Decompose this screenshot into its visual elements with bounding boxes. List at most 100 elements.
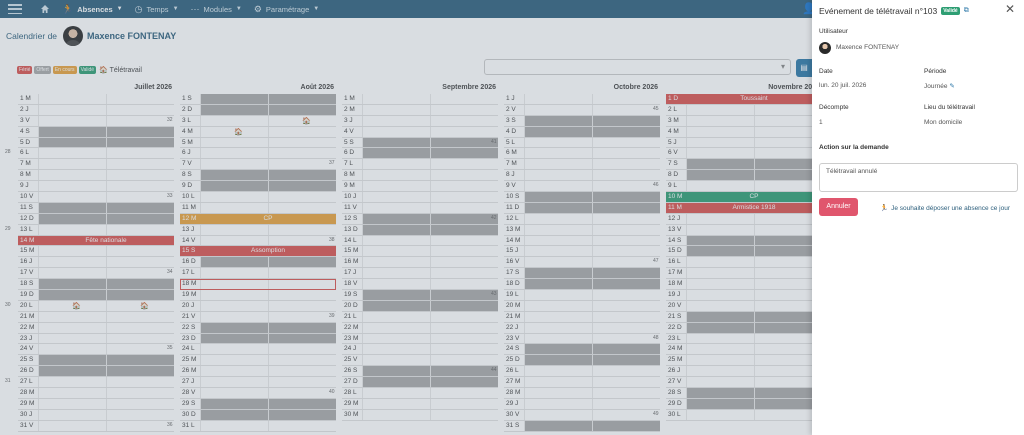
day-pm-cell[interactable] [754,388,822,398]
close-button[interactable]: ✕ [1005,2,1016,16]
day-am-cell[interactable] [686,398,754,409]
calendar-day[interactable]: 13 V [666,224,822,236]
external-link-icon[interactable]: ⧉ [963,7,969,14]
day-am-cell[interactable] [686,137,754,148]
nav-item-2[interactable]: ⋯ Modules ▼ [191,4,242,15]
day-am-cell[interactable] [38,137,106,148]
day-pm-cell[interactable] [268,420,336,431]
calendar-day[interactable]: 8 M [18,170,174,182]
calendar-day[interactable]: 31 L 36 [167,420,336,432]
day-am-cell[interactable] [200,377,268,388]
calendar-day[interactable]: 8 D [666,170,822,182]
day-am-cell[interactable] [362,268,430,279]
calendar-day[interactable]: 11 D [504,202,660,214]
day-pm-cell[interactable] [754,126,822,137]
calendar-event[interactable]: Assomption [200,246,336,257]
calendar-day[interactable]: 2 D [180,104,336,116]
calendar-day[interactable]: 8 S [180,170,336,182]
day-pm-cell[interactable] [754,311,822,322]
day-pm-cell[interactable] [430,257,498,268]
absence-link[interactable]: 🏃 Je souhaite déposer une absence ce jour [880,204,1010,212]
day-pm-cell[interactable] [754,377,822,388]
day-pm-cell[interactable] [268,115,336,126]
day-am-cell[interactable] [524,104,592,115]
calendar-day[interactable]: 8 M [342,170,498,182]
calendar-day[interactable]: 6 D [342,148,498,160]
day-am-cell[interactable] [686,409,754,420]
calendar-day[interactable]: 28 S [666,388,822,399]
day-pm-cell[interactable] [268,159,336,170]
day-pm-cell[interactable] [268,235,336,246]
calendar-day[interactable]: 17 S [504,268,660,280]
calendar-day[interactable]: 1 M [18,94,174,105]
day-am-cell[interactable] [686,366,754,377]
day-pm-cell[interactable] [106,290,174,300]
day-pm-cell[interactable] [754,257,822,268]
calendar-day[interactable]: 12 D [18,213,174,225]
calendar-day[interactable]: 26 L 44 [491,366,660,378]
day-pm-cell[interactable] [268,224,336,235]
day-am-cell[interactable] [362,94,430,104]
calendar-day[interactable]: 21 M [18,311,174,323]
day-pm-cell[interactable] [106,192,174,202]
day-pm-cell[interactable] [268,409,336,420]
day-pm-cell[interactable] [268,257,336,268]
day-am-cell[interactable] [200,148,268,159]
calendar-day[interactable]: 25 M [666,355,822,367]
day-pm-cell[interactable] [106,126,174,137]
day-am-cell[interactable] [362,181,430,192]
day-pm-cell[interactable] [268,202,336,213]
day-am-cell[interactable] [524,235,592,246]
day-pm-cell[interactable] [106,181,174,192]
day-am-cell[interactable] [362,409,430,420]
day-pm-cell[interactable] [430,224,498,235]
calendar-day[interactable]: 20 L 30 🏠 🏠 [5,300,174,312]
day-pm-cell[interactable] [754,409,822,420]
day-pm-cell[interactable] [754,333,822,344]
calendar-day[interactable]: 7 M [504,159,660,171]
day-am-cell[interactable] [362,279,430,290]
day-pm-cell[interactable] [106,279,174,290]
day-am-cell[interactable] [38,420,106,431]
calendar-day[interactable]: 26 M [180,366,336,378]
day-pm-cell[interactable] [754,159,822,170]
calendar-day[interactable]: 22 S [180,322,336,334]
day-am-cell[interactable] [200,333,268,344]
day-am-cell[interactable] [362,388,430,398]
calendar-day[interactable]: 27 M [504,377,660,389]
day-am-cell[interactable] [524,420,592,431]
day-am-cell[interactable] [200,115,268,126]
day-pm-cell[interactable] [268,311,336,322]
day-pm-cell[interactable] [268,126,336,137]
calendar-day[interactable]: 29 J [504,398,660,410]
calendar-day[interactable]: 14 M Fête nationale [18,235,174,247]
day-pm-cell[interactable] [754,224,822,235]
calendar-day[interactable]: 13 J [180,224,336,236]
day-am-cell[interactable] [524,126,592,137]
day-am-cell[interactable] [362,104,430,115]
calendar-day[interactable]: 9 J [18,181,174,193]
calendar-day[interactable]: 4 V [342,126,498,138]
calendar-day[interactable]: 23 M [342,333,498,345]
calendar-day[interactable]: 20 J [180,300,336,312]
day-pm-cell[interactable] [106,409,174,420]
pencil-icon[interactable]: ✎ [949,83,955,90]
day-pm-cell[interactable] [430,355,498,366]
calendar-day[interactable]: 18 M [180,279,336,291]
day-am-cell[interactable] [38,344,106,355]
calendar-day[interactable]: 24 M [666,344,822,356]
day-pm-cell[interactable] [754,398,822,409]
day-pm-cell[interactable] [592,115,660,126]
day-am-cell[interactable] [686,300,754,311]
day-am-cell[interactable] [38,355,106,366]
day-pm-cell[interactable] [430,137,498,148]
calendar-day[interactable]: 13 L 29 [5,224,174,236]
day-pm-cell[interactable] [592,94,660,104]
day-am-cell[interactable] [686,224,754,235]
day-am-cell[interactable] [524,115,592,126]
day-am-cell[interactable] [38,388,106,398]
day-am-cell[interactable] [686,344,754,355]
calendar-day[interactable]: 18 S [18,279,174,291]
day-am-cell[interactable] [38,333,106,344]
day-am-cell[interactable] [362,148,430,159]
